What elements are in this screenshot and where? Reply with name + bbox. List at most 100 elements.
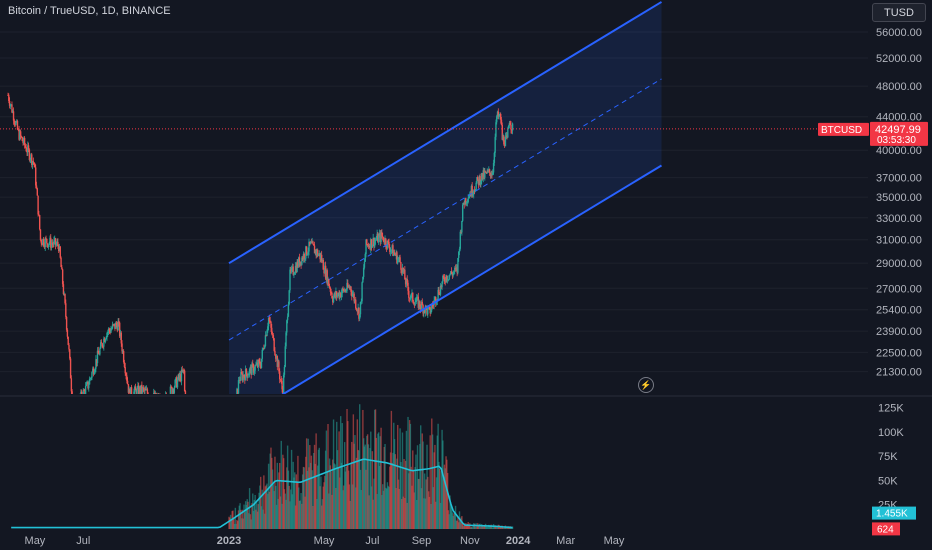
candle-body bbox=[167, 400, 168, 402]
lightning-icon[interactable]: ⚡ bbox=[638, 377, 654, 393]
volume-bar bbox=[250, 519, 252, 529]
candle-body bbox=[13, 120, 16, 123]
candle-body bbox=[64, 293, 66, 304]
candle-body bbox=[495, 122, 497, 137]
candle-body bbox=[89, 378, 92, 379]
volume-bar bbox=[446, 473, 449, 529]
candle-body bbox=[408, 297, 411, 299]
candle-body bbox=[407, 282, 409, 291]
candle-body bbox=[370, 239, 372, 250]
volume-bar bbox=[295, 474, 298, 529]
candle-body bbox=[330, 291, 332, 293]
volume-bar bbox=[492, 527, 494, 529]
candle-body bbox=[321, 259, 324, 262]
time-tick-label: Jul bbox=[76, 535, 90, 547]
candle-body bbox=[241, 373, 244, 381]
candle-body bbox=[478, 176, 481, 185]
volume-bar bbox=[343, 442, 346, 529]
volume-bar bbox=[342, 490, 344, 529]
candle-body bbox=[150, 397, 151, 399]
volume-bar bbox=[374, 409, 377, 529]
candle-body bbox=[423, 309, 426, 313]
candle-body bbox=[82, 390, 84, 394]
candle-body bbox=[507, 128, 509, 138]
candle-body bbox=[502, 136, 504, 140]
candle-body bbox=[273, 338, 275, 351]
currency-selector[interactable]: TUSD bbox=[872, 3, 926, 22]
candle-body bbox=[341, 288, 343, 294]
channel-lines bbox=[228, 1, 663, 394]
candle-body bbox=[283, 366, 286, 375]
candle-body bbox=[224, 454, 225, 456]
volume-bar bbox=[427, 491, 430, 529]
volume-bar bbox=[412, 470, 415, 529]
volume-bar bbox=[420, 488, 423, 529]
volume-bar bbox=[486, 526, 488, 529]
candle-body bbox=[421, 301, 423, 306]
volume-bar bbox=[344, 471, 347, 529]
volume-bar bbox=[258, 492, 260, 529]
candle-body bbox=[127, 384, 130, 393]
volume-bar bbox=[360, 490, 362, 529]
volume-bar bbox=[309, 462, 312, 529]
candle-body bbox=[212, 463, 213, 466]
candle-body bbox=[298, 257, 301, 266]
volume-bar bbox=[494, 525, 496, 529]
candle-body bbox=[103, 338, 105, 347]
candle-body bbox=[508, 122, 511, 126]
price-tick-label: 31000.00 bbox=[876, 235, 922, 247]
candle-body bbox=[460, 231, 462, 233]
candle-body bbox=[227, 460, 228, 465]
candle-body bbox=[83, 390, 85, 392]
candle-body bbox=[337, 292, 340, 295]
candle-body bbox=[440, 285, 442, 288]
candle-body bbox=[144, 388, 146, 391]
candle-body bbox=[458, 251, 460, 258]
volume-bar bbox=[316, 498, 318, 529]
candle-body bbox=[183, 369, 185, 371]
candle-body bbox=[434, 297, 436, 301]
volume-bar bbox=[313, 452, 315, 529]
volume-bar bbox=[259, 476, 262, 529]
candle-body bbox=[168, 400, 169, 401]
candle-body bbox=[254, 365, 256, 371]
candle-body bbox=[199, 457, 200, 460]
symbol-title: Bitcoin / TrueUSD, 1D, BINANCE bbox=[8, 5, 171, 17]
volume-bar bbox=[435, 477, 438, 529]
candle-body bbox=[357, 307, 359, 312]
volume-bar bbox=[391, 462, 393, 529]
candle-body bbox=[124, 367, 126, 374]
candle-body bbox=[113, 323, 115, 325]
volume-bar bbox=[371, 451, 374, 529]
volume-bar bbox=[430, 503, 432, 529]
volume-bar bbox=[267, 463, 270, 529]
candle-body bbox=[195, 455, 196, 467]
candle-body bbox=[182, 369, 184, 372]
candle-body bbox=[401, 267, 404, 274]
volume-bar bbox=[415, 454, 417, 529]
volume-bar bbox=[305, 438, 308, 529]
candle-body bbox=[15, 121, 17, 125]
volume-bar bbox=[427, 476, 429, 529]
candle-body bbox=[500, 119, 503, 125]
volume-bar bbox=[328, 493, 330, 529]
candle-body bbox=[301, 257, 303, 265]
volume-bar bbox=[361, 459, 363, 529]
candle-body bbox=[193, 461, 194, 465]
volume-bar bbox=[451, 512, 454, 529]
candle-body bbox=[504, 136, 507, 147]
candle-body bbox=[137, 385, 140, 394]
candle-body bbox=[471, 185, 473, 196]
candle-body bbox=[93, 372, 96, 375]
candle-body bbox=[446, 275, 448, 281]
volume-bar bbox=[408, 420, 411, 529]
candle-body bbox=[35, 185, 38, 189]
candle-body bbox=[204, 455, 205, 461]
candle-body bbox=[398, 257, 401, 259]
candle-body bbox=[63, 293, 65, 295]
candle-body bbox=[228, 447, 229, 456]
volume-bar bbox=[478, 523, 481, 529]
candle-body bbox=[455, 267, 458, 269]
volume-bar bbox=[460, 517, 462, 529]
